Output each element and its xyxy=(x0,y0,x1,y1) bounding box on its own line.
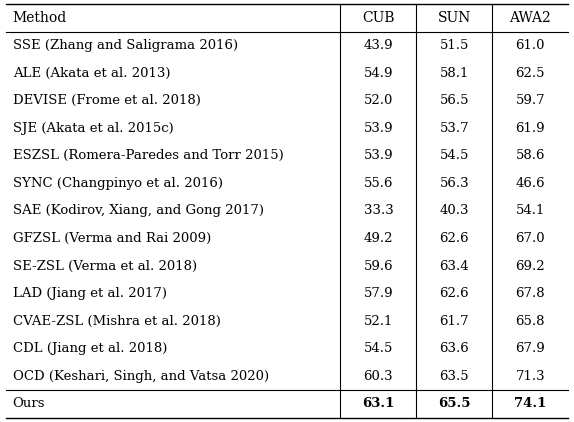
Text: 54.5: 54.5 xyxy=(364,342,393,355)
Text: 54.1: 54.1 xyxy=(515,205,545,217)
Text: 40.3: 40.3 xyxy=(440,205,469,217)
Text: 61.9: 61.9 xyxy=(515,122,545,135)
Text: Method: Method xyxy=(13,11,67,25)
Text: CVAE-ZSL (Mishra et al. 2018): CVAE-ZSL (Mishra et al. 2018) xyxy=(13,315,220,328)
Text: 60.3: 60.3 xyxy=(363,370,393,383)
Text: 49.2: 49.2 xyxy=(364,232,393,245)
Text: OCD (Keshari, Singh, and Vatsa 2020): OCD (Keshari, Singh, and Vatsa 2020) xyxy=(13,370,269,383)
Text: 56.3: 56.3 xyxy=(440,177,469,190)
Text: LAD (Jiang et al. 2017): LAD (Jiang et al. 2017) xyxy=(13,287,166,300)
Text: 74.1: 74.1 xyxy=(514,398,546,411)
Text: 65.8: 65.8 xyxy=(515,315,545,328)
Text: 52.1: 52.1 xyxy=(364,315,393,328)
Text: 58.6: 58.6 xyxy=(515,149,545,162)
Text: 56.5: 56.5 xyxy=(440,94,469,107)
Text: ESZSL (Romera-Paredes and Torr 2015): ESZSL (Romera-Paredes and Torr 2015) xyxy=(13,149,284,162)
Text: 67.8: 67.8 xyxy=(515,287,545,300)
Text: SE-ZSL (Verma et al. 2018): SE-ZSL (Verma et al. 2018) xyxy=(13,260,197,273)
Text: GFZSL (Verma and Rai 2009): GFZSL (Verma and Rai 2009) xyxy=(13,232,211,245)
Text: SAE (Kodirov, Xiang, and Gong 2017): SAE (Kodirov, Xiang, and Gong 2017) xyxy=(13,205,263,217)
Text: 59.6: 59.6 xyxy=(363,260,393,273)
Text: 51.5: 51.5 xyxy=(440,39,469,52)
Text: CDL (Jiang et al. 2018): CDL (Jiang et al. 2018) xyxy=(13,342,167,355)
Text: 46.6: 46.6 xyxy=(515,177,545,190)
Text: 57.9: 57.9 xyxy=(363,287,393,300)
Text: 67.0: 67.0 xyxy=(515,232,545,245)
Text: DEVISE (Frome et al. 2018): DEVISE (Frome et al. 2018) xyxy=(13,94,200,107)
Text: SJE (Akata et al. 2015c): SJE (Akata et al. 2015c) xyxy=(13,122,173,135)
Text: 53.7: 53.7 xyxy=(440,122,469,135)
Text: 59.7: 59.7 xyxy=(515,94,545,107)
Text: 63.1: 63.1 xyxy=(362,398,394,411)
Text: 63.4: 63.4 xyxy=(440,260,469,273)
Text: AWA2: AWA2 xyxy=(509,11,551,25)
Text: 62.6: 62.6 xyxy=(440,232,469,245)
Text: 58.1: 58.1 xyxy=(440,67,469,80)
Text: ALE (Akata et al. 2013): ALE (Akata et al. 2013) xyxy=(13,67,170,80)
Text: Ours: Ours xyxy=(13,398,45,411)
Text: 53.9: 53.9 xyxy=(363,149,393,162)
Text: 69.2: 69.2 xyxy=(515,260,545,273)
Text: 53.9: 53.9 xyxy=(363,122,393,135)
Text: 33.3: 33.3 xyxy=(363,205,393,217)
Text: 43.9: 43.9 xyxy=(363,39,393,52)
Text: 54.9: 54.9 xyxy=(364,67,393,80)
Text: SUN: SUN xyxy=(437,11,471,25)
Text: 52.0: 52.0 xyxy=(364,94,393,107)
Text: SSE (Zhang and Saligrama 2016): SSE (Zhang and Saligrama 2016) xyxy=(13,39,238,52)
Text: SYNC (Changpinyo et al. 2016): SYNC (Changpinyo et al. 2016) xyxy=(13,177,223,190)
Text: 71.3: 71.3 xyxy=(515,370,545,383)
Text: 61.7: 61.7 xyxy=(440,315,469,328)
Text: 61.0: 61.0 xyxy=(515,39,545,52)
Text: 63.5: 63.5 xyxy=(440,370,469,383)
Text: 62.5: 62.5 xyxy=(515,67,545,80)
Text: 63.6: 63.6 xyxy=(440,342,469,355)
Text: 62.6: 62.6 xyxy=(440,287,469,300)
Text: 65.5: 65.5 xyxy=(438,398,471,411)
Text: CUB: CUB xyxy=(362,11,395,25)
Text: 54.5: 54.5 xyxy=(440,149,469,162)
Text: 55.6: 55.6 xyxy=(364,177,393,190)
Text: 67.9: 67.9 xyxy=(515,342,545,355)
